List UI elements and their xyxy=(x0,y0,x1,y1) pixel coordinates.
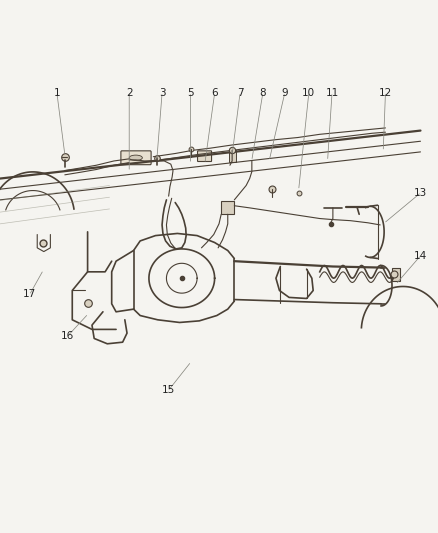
Text: 16: 16 xyxy=(61,331,74,341)
Text: 3: 3 xyxy=(159,88,166,98)
Text: 2: 2 xyxy=(126,88,133,98)
Text: 14: 14 xyxy=(414,251,427,261)
Bar xyxy=(229,150,236,162)
Ellipse shape xyxy=(129,155,142,160)
Text: 5: 5 xyxy=(187,88,194,98)
Text: 17: 17 xyxy=(23,289,36,299)
FancyBboxPatch shape xyxy=(121,151,151,165)
Text: 11: 11 xyxy=(325,88,339,98)
Text: 9: 9 xyxy=(281,88,288,98)
Text: 8: 8 xyxy=(259,88,266,98)
Text: 12: 12 xyxy=(379,88,392,98)
Bar xyxy=(392,268,400,281)
FancyBboxPatch shape xyxy=(198,151,212,161)
Text: 15: 15 xyxy=(162,385,175,395)
Bar xyxy=(221,201,234,214)
Text: 6: 6 xyxy=(211,88,218,98)
Text: 7: 7 xyxy=(237,88,244,98)
Text: 10: 10 xyxy=(302,88,315,98)
Text: 13: 13 xyxy=(414,188,427,198)
Text: 1: 1 xyxy=(53,88,60,98)
